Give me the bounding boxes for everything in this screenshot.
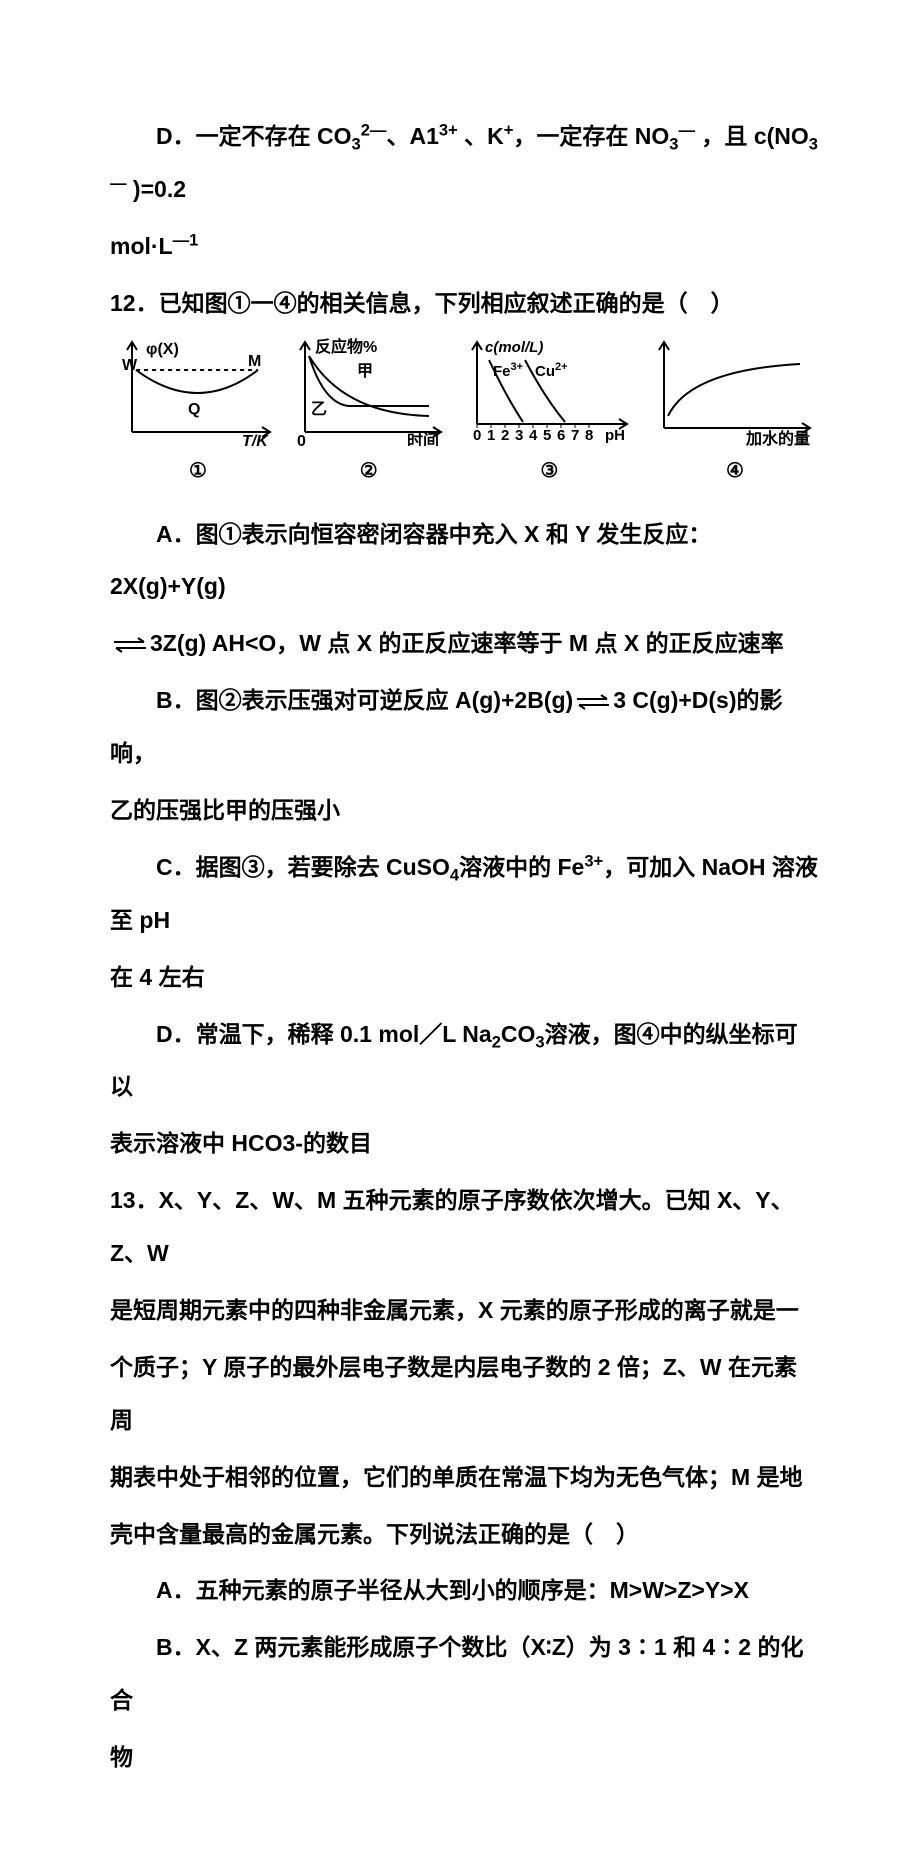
text: D．一定不存在 CO: [156, 123, 352, 149]
chart-4-label: ④: [726, 448, 744, 494]
text: A．图①表示向恒容密闭容器中充入 X 和 Y 发生反应：2X(g)+Y(g): [110, 521, 711, 600]
q13-stem-l3: 个质子；Y 原子的最外层电子数是内层电子数的 2 倍；Z、W 在元素周: [110, 1341, 820, 1447]
sub: 3: [352, 135, 361, 154]
text: D．常温下，稀释 0.1 mol／L Na: [156, 1021, 492, 1047]
text: mol·L: [110, 233, 173, 259]
sup: —: [679, 120, 696, 139]
xt1: 1: [487, 427, 495, 444]
sup: +: [504, 120, 514, 139]
q12-option-a-line2: 3Z(g) AH<O，W 点 X 的正反应速率等于 M 点 X 的正反应速率: [110, 617, 820, 670]
sub: 4: [450, 866, 459, 885]
text: ，一定存在 NO: [513, 123, 669, 149]
chart2-x0: 0: [297, 433, 306, 446]
text: )=0.2: [127, 176, 186, 202]
chart2-jia: 甲: [357, 362, 373, 380]
page-root: D．一定不存在 CO32—、A13+ 、K+，一定存在 NO3— ，且 c(NO…: [0, 0, 920, 1868]
chart-2-label: ②: [360, 448, 378, 494]
chart-2-svg: 反应物% 甲 乙 0 时间: [289, 336, 449, 446]
sub: 2: [492, 1032, 501, 1051]
text: ，且 c(NO: [695, 123, 809, 149]
xt4: 4: [529, 427, 538, 444]
text: 、A1: [386, 123, 438, 149]
q13-option-b-line1: B．X、Z 两元素能形成原子个数比（X∶Z）为 3∶1 和 4∶2 的化合: [110, 1621, 820, 1727]
sub: 3: [669, 135, 678, 154]
chart-1: φ(X) W Q M T/K ①: [118, 336, 278, 494]
equilibrium-arrow-icon: [575, 694, 611, 710]
text: 3Z(g) AH<O，W 点 X 的正反应速率等于 M 点 X 的正反应速率: [150, 630, 784, 656]
q13-option-b-line2: 物: [110, 1731, 820, 1784]
chart-2: 反应物% 甲 乙 0 时间 ②: [289, 336, 449, 494]
q12-option-a-line1: A．图①表示向恒容密闭容器中充入 X 和 Y 发生反应：2X(g)+Y(g): [110, 508, 820, 614]
chart-1-label: ①: [189, 448, 207, 494]
xt0: 0: [473, 427, 481, 444]
q13-stem-l5: 壳中含量最高的金属元素。下列说法正确的是（ ）: [110, 1508, 820, 1561]
equilibrium-arrow-icon: [112, 637, 148, 653]
chart1-ylabel: φ(X): [146, 341, 179, 358]
chart-3: c(mol/L) Fe3+ Cu2+ 0 1 2 3 4 5 6 7 8 pH …: [459, 336, 639, 494]
chart3-xlabel: pH: [605, 427, 625, 444]
chart-4-svg: 加水的量: [650, 336, 820, 446]
q11-option-d-line2: mol·L—1: [110, 220, 820, 273]
q13-stem-l1: 13．X、Y、Z、W、M 五种元素的原子序数依次增大。已知 X、Y、Z、W: [110, 1174, 820, 1280]
chart-4: 加水的量 ④: [650, 336, 820, 494]
xt7: 7: [571, 427, 579, 444]
sup: 2—: [361, 120, 387, 139]
chart-3-label: ③: [540, 448, 558, 494]
q13-stem-l2: 是短周期元素中的四种非金属元素，X 元素的原子形成的离子就是一: [110, 1284, 820, 1337]
chart-3-svg: c(mol/L) Fe3+ Cu2+ 0 1 2 3 4 5 6 7 8 pH: [459, 336, 639, 446]
q13-stem-l4: 期表中处于相邻的位置，它们的单质在常温下均为无色气体；M 是地: [110, 1451, 820, 1504]
q12-option-b-line1: B．图②表示压强对可逆反应 A(g)+2B(g) 3 C(g)+D(s)的影响，: [110, 674, 820, 780]
sup: —1: [173, 230, 199, 249]
q11-option-d-line1: D．一定不存在 CO32—、A13+ 、K+，一定存在 NO3— ，且 c(NO…: [110, 110, 820, 216]
sup: —: [110, 173, 127, 192]
q13-option-a: A．五种元素的原子半径从大到小的顺序是：M>W>Z>Y>X: [110, 1564, 820, 1617]
chart1-Q: Q: [188, 401, 200, 418]
text: 、K: [458, 123, 504, 149]
text: C．据图③，若要除去 CuSO: [156, 854, 450, 880]
q12-charts-row: φ(X) W Q M T/K ①: [118, 336, 820, 494]
text: B．图②表示压强对可逆反应 A(g)+2B(g): [156, 687, 573, 713]
text: CO: [501, 1021, 536, 1047]
q12-option-d-line2: 表示溶液中 HCO3-的数目: [110, 1117, 820, 1170]
xt2: 2: [501, 427, 509, 444]
q12-option-b-line2: 乙的压强比甲的压强小: [110, 784, 820, 837]
chart3-cu: Cu2+: [535, 361, 568, 380]
sup: 3+: [584, 851, 603, 870]
sub: 3: [809, 135, 818, 154]
chart4-xlabel: 加水的量: [745, 429, 810, 446]
q12-stem: 12．已知图①一④的相关信息，下列相应叙述正确的是（ ）: [110, 277, 820, 330]
xt3: 3: [515, 427, 523, 444]
q12-option-c-line2: 在 4 左右: [110, 951, 820, 1004]
chart1-M: M: [248, 353, 261, 370]
q12-option-c-line1: C．据图③，若要除去 CuSO4溶液中的 Fe3+，可加入 NaOH 溶液至 p…: [110, 841, 820, 947]
chart3-ylabel: c(mol/L): [485, 339, 543, 356]
chart-1-svg: φ(X) W Q M T/K: [118, 336, 278, 446]
sup: 3+: [439, 120, 458, 139]
chart1-xlabel: T/K: [242, 433, 269, 446]
chart3-fe: Fe3+: [493, 361, 523, 380]
chart1-W: W: [122, 357, 138, 374]
xt8: 8: [585, 427, 593, 444]
xt6: 6: [557, 427, 565, 444]
q12-option-d-line1: D．常温下，稀释 0.1 mol／L Na2CO3溶液，图④中的纵坐标可以: [110, 1008, 820, 1114]
chart2-ylabel: 反应物%: [315, 337, 377, 356]
text: 溶液中的 Fe: [459, 854, 584, 880]
sub: 3: [535, 1032, 544, 1051]
xt5: 5: [543, 427, 551, 444]
chart2-xlabel: 时间: [407, 431, 439, 446]
chart2-yi: 乙: [311, 401, 327, 418]
